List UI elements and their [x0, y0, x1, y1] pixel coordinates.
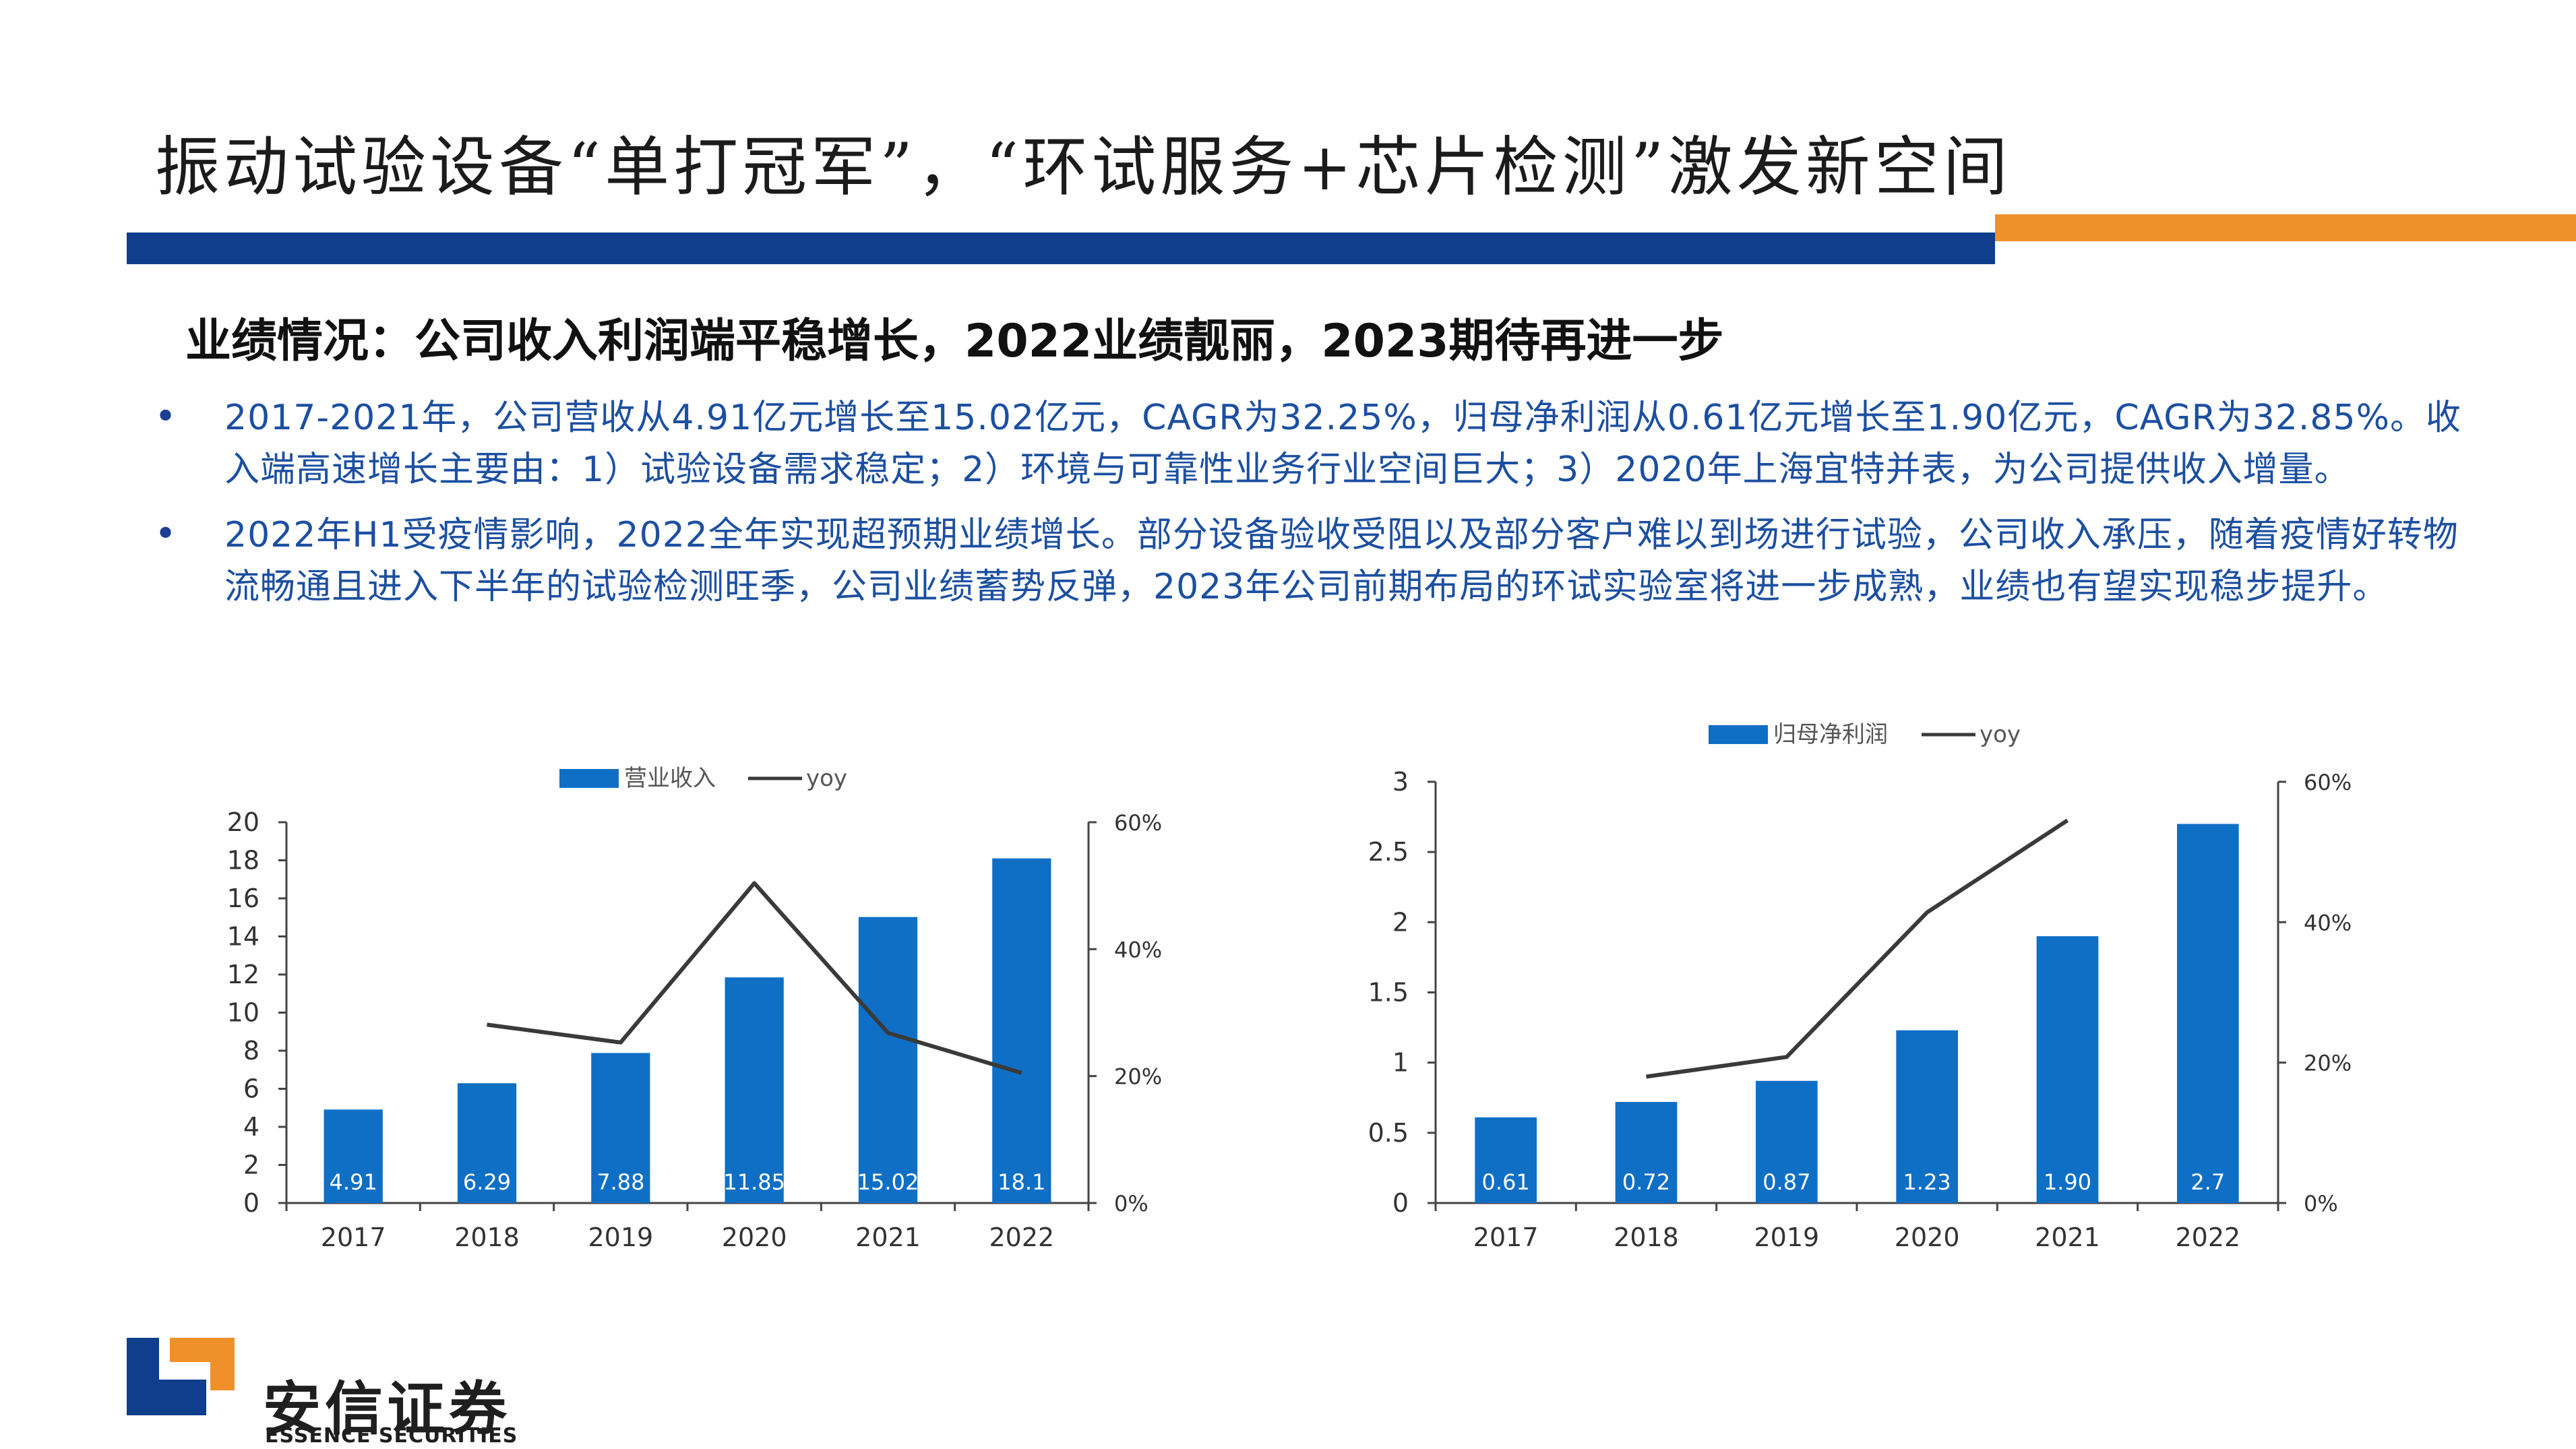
x-tick-label: 2022	[989, 1223, 1054, 1252]
bar	[1615, 1102, 1678, 1203]
y-tick-label: 1.5	[1368, 978, 1409, 1008]
y-right-tick-label: 20%	[1114, 1064, 1162, 1090]
title-underline-bar	[127, 233, 1995, 264]
bar	[992, 858, 1051, 1203]
x-tick-label: 2017	[321, 1223, 386, 1252]
x-tick-label: 2017	[1473, 1223, 1539, 1252]
section-subtitle: 业绩情况：公司收入利润端平稳增长，2022业绩靓丽，2023期待再进一步	[185, 315, 1724, 368]
y-tick-label: 8	[243, 1036, 259, 1066]
bullet-text: 2017-2021年，公司营收从4.91亿元增长至15.02亿元，CAGR为32…	[224, 398, 2461, 490]
y-tick-label: 0	[243, 1188, 259, 1218]
bar	[1475, 1117, 1537, 1203]
bar-value-label: 0.87	[1762, 1169, 1810, 1195]
x-tick-label: 2019	[588, 1223, 653, 1252]
x-tick-label: 2018	[454, 1223, 520, 1252]
x-tick-label: 2019	[1754, 1223, 1819, 1252]
bullet-text: 2022年H1受疫情影响，2022全年实现超预期业绩增长。部分设备验收受阻以及部…	[224, 515, 2459, 607]
bar	[591, 1053, 650, 1203]
bar	[1756, 1080, 1818, 1203]
bar-value-label: 4.91	[330, 1169, 377, 1195]
brand-name-cn: 安信证券	[263, 1376, 511, 1443]
y-right-tick-label: 20%	[2304, 1051, 2352, 1076]
essence-logo-icon	[127, 1338, 235, 1415]
y-tick-label: 12	[227, 960, 259, 989]
y-tick-label: 16	[227, 884, 259, 913]
yoy-line	[1646, 818, 2069, 1079]
x-tick-label: 2021	[2035, 1223, 2100, 1252]
bar-value-label: 7.88	[596, 1169, 644, 1195]
bar-value-label: 0.61	[1482, 1169, 1530, 1195]
y-tick-label: 14	[227, 922, 259, 952]
y-tick-label: 6	[243, 1074, 259, 1104]
bar-value-label: 1.23	[1903, 1169, 1951, 1195]
bullet-item: • 2017-2021年，公司营收从4.91亿元增长至15.02亿元，CAGR为…	[152, 392, 2490, 496]
bar-value-label: 0.72	[1622, 1169, 1670, 1195]
y-right-tick-label: 60%	[1114, 810, 1162, 836]
bar	[324, 1109, 383, 1203]
y-tick-label: 0	[1392, 1188, 1409, 1218]
legend-label: 营业收入	[624, 765, 716, 792]
yoy-line	[487, 881, 1022, 1075]
bar	[2036, 936, 2099, 1203]
y-right-tick-label: 40%	[2304, 910, 2352, 935]
bullet-item: • 2022年H1受疫情影响，2022全年实现超预期业绩增长。部分设备验收受阻以…	[152, 510, 2490, 613]
legend-bar-swatch	[559, 769, 619, 788]
x-tick-label: 2020	[722, 1223, 787, 1252]
net-profit-chart: 归母净利润 yoy 0 0.5 1 1.5 2 2.5 3 0% 20% 40% 60% 2017 0.61…	[1368, 721, 2352, 1252]
bullet-dot-icon: •	[154, 512, 177, 556]
bar-value-label: 15.02	[857, 1169, 919, 1195]
legend-label: yoy	[806, 765, 847, 792]
y-right-tick-label: 60%	[2304, 770, 2352, 795]
bar-value-label: 1.90	[2044, 1169, 2091, 1195]
brand-name-en: ESSENCE SECURITIES	[265, 1424, 518, 1448]
y-tick-label: 20	[227, 807, 259, 837]
page-title: 振动试验设备“单打冠军”，“环试服务+芯片检测”激发新空间	[155, 129, 2012, 205]
y-tick-label: 4	[243, 1112, 259, 1142]
bar-value-label: 6.29	[463, 1169, 511, 1195]
y-tick-label: 1	[1392, 1048, 1409, 1078]
x-tick-label: 2018	[1614, 1223, 1679, 1252]
legend-bar-swatch	[1709, 725, 1768, 744]
y-tick-label: 10	[227, 998, 259, 1028]
x-tick-label: 2020	[1895, 1223, 1960, 1252]
bar	[1896, 1030, 1958, 1203]
bullet-list: • 2017-2021年，公司营收从4.91亿元增长至15.02亿元，CAGR为…	[152, 392, 2490, 627]
bar	[858, 917, 918, 1203]
revenue-chart: 营业收入 yoy 0 2 4 6 8 10 12 14 16 18 20 0% 20% 40% 60% 2017 4…	[227, 765, 1162, 1252]
bar	[2177, 824, 2239, 1203]
y-right-tick-label: 0%	[1114, 1191, 1148, 1216]
bar-value-label: 18.1	[998, 1169, 1045, 1195]
y-tick-label: 2.5	[1368, 837, 1409, 867]
bar-value-label: 2.7	[2190, 1169, 2225, 1195]
y-tick-label: 2	[1392, 907, 1409, 937]
y-tick-label: 18	[227, 846, 259, 875]
y-tick-label: 3	[1392, 767, 1409, 797]
bullet-dot-icon: •	[154, 395, 177, 439]
bar	[457, 1083, 517, 1203]
y-tick-label: 2	[243, 1150, 259, 1180]
x-tick-label: 2022	[2175, 1223, 2240, 1252]
legend-label: 归母净利润	[1773, 721, 1888, 748]
x-tick-label: 2021	[855, 1223, 921, 1252]
bar-value-label: 11.85	[723, 1169, 785, 1195]
legend-label: yoy	[1980, 721, 2021, 748]
y-right-tick-label: 40%	[1114, 937, 1162, 962]
accent-bar	[1995, 214, 2576, 241]
y-tick-label: 0.5	[1368, 1118, 1409, 1148]
y-right-tick-label: 0%	[2304, 1191, 2338, 1216]
bar	[725, 977, 784, 1203]
